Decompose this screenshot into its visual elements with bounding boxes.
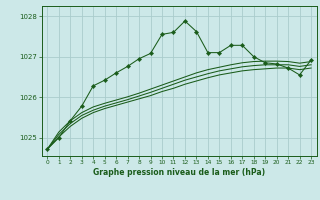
X-axis label: Graphe pression niveau de la mer (hPa): Graphe pression niveau de la mer (hPa) xyxy=(93,168,265,177)
